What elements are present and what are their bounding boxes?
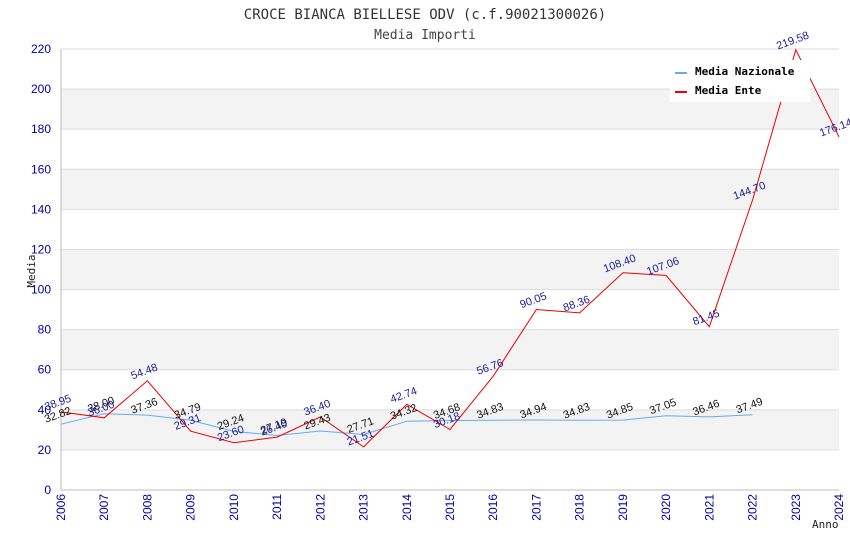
series-line-0: [60, 413, 753, 437]
y-tick-label: 180: [31, 122, 51, 136]
x-tick-label: 2020: [659, 494, 673, 521]
series-lines: [60, 48, 840, 448]
grid-band: [61, 169, 839, 210]
x-tick-label: 2007: [97, 494, 111, 521]
y-tick-label: 40: [38, 403, 52, 417]
x-tick-label: 2013: [357, 494, 371, 521]
x-tick-label: 2006: [54, 494, 68, 521]
x-axis-label: Anno: [812, 518, 839, 531]
x-tick-label: 2018: [573, 494, 587, 521]
y-tick-label: 220: [31, 42, 51, 56]
y-tick-label: 120: [31, 242, 51, 256]
grid-band: [61, 249, 839, 290]
y-tick-label: 200: [31, 82, 51, 96]
x-tick-label: 2012: [313, 494, 327, 521]
legend: Media Nazionale Media Ente: [670, 60, 810, 102]
y-tick-label: 60: [38, 363, 52, 377]
x-tick-label: 2010: [227, 494, 241, 521]
series-line-1: [60, 48, 840, 448]
chart-title: CROCE BIANCA BIELLESE ODV (c.f.900213000…: [244, 7, 606, 23]
x-tick-label: 2022: [746, 494, 760, 521]
x-axis-ticks: 2006 2007 2008 2009 2010 2011 2012 2013 2014 2015…: [54, 494, 846, 521]
grid-band: [61, 329, 839, 370]
grid-lines: [61, 48, 839, 491]
legend-label-media-nazionale: Media Nazionale: [695, 65, 795, 78]
legend-box: [670, 60, 810, 102]
x-tick-label: 2009: [184, 494, 198, 521]
x-tick-label: 2021: [702, 494, 716, 521]
legend-label-media-ente: Media Ente: [695, 84, 762, 97]
x-tick-label: 2023: [789, 494, 803, 521]
y-tick-label: 100: [31, 283, 51, 297]
x-tick-label: 2015: [443, 494, 457, 521]
data-label: 90.05: [518, 290, 548, 311]
x-tick-label: 2019: [616, 494, 630, 521]
data-label: 88.36: [562, 294, 592, 315]
y-tick-label: 0: [44, 483, 51, 497]
x-tick-label: 2016: [486, 494, 500, 521]
axes: [60, 49, 839, 491]
x-tick-label: 2008: [140, 494, 154, 521]
y-axis-ticks: 0 20 40 60 80 100 120 140 160 180 200 220: [31, 42, 51, 497]
y-axis-label: Media: [25, 254, 38, 287]
x-tick-label: 2014: [400, 494, 414, 521]
x-tick-label: 2024: [832, 494, 846, 521]
chart-subtitle: Media Importi: [374, 28, 476, 43]
y-tick-label: 140: [31, 202, 51, 216]
y-tick-label: 20: [38, 443, 52, 457]
grid-bands: [61, 89, 839, 450]
y-tick-label: 80: [38, 323, 52, 337]
x-tick-label: 2011: [270, 494, 284, 520]
x-tick-label: 2017: [529, 494, 543, 521]
y-tick-label: 160: [31, 162, 51, 176]
